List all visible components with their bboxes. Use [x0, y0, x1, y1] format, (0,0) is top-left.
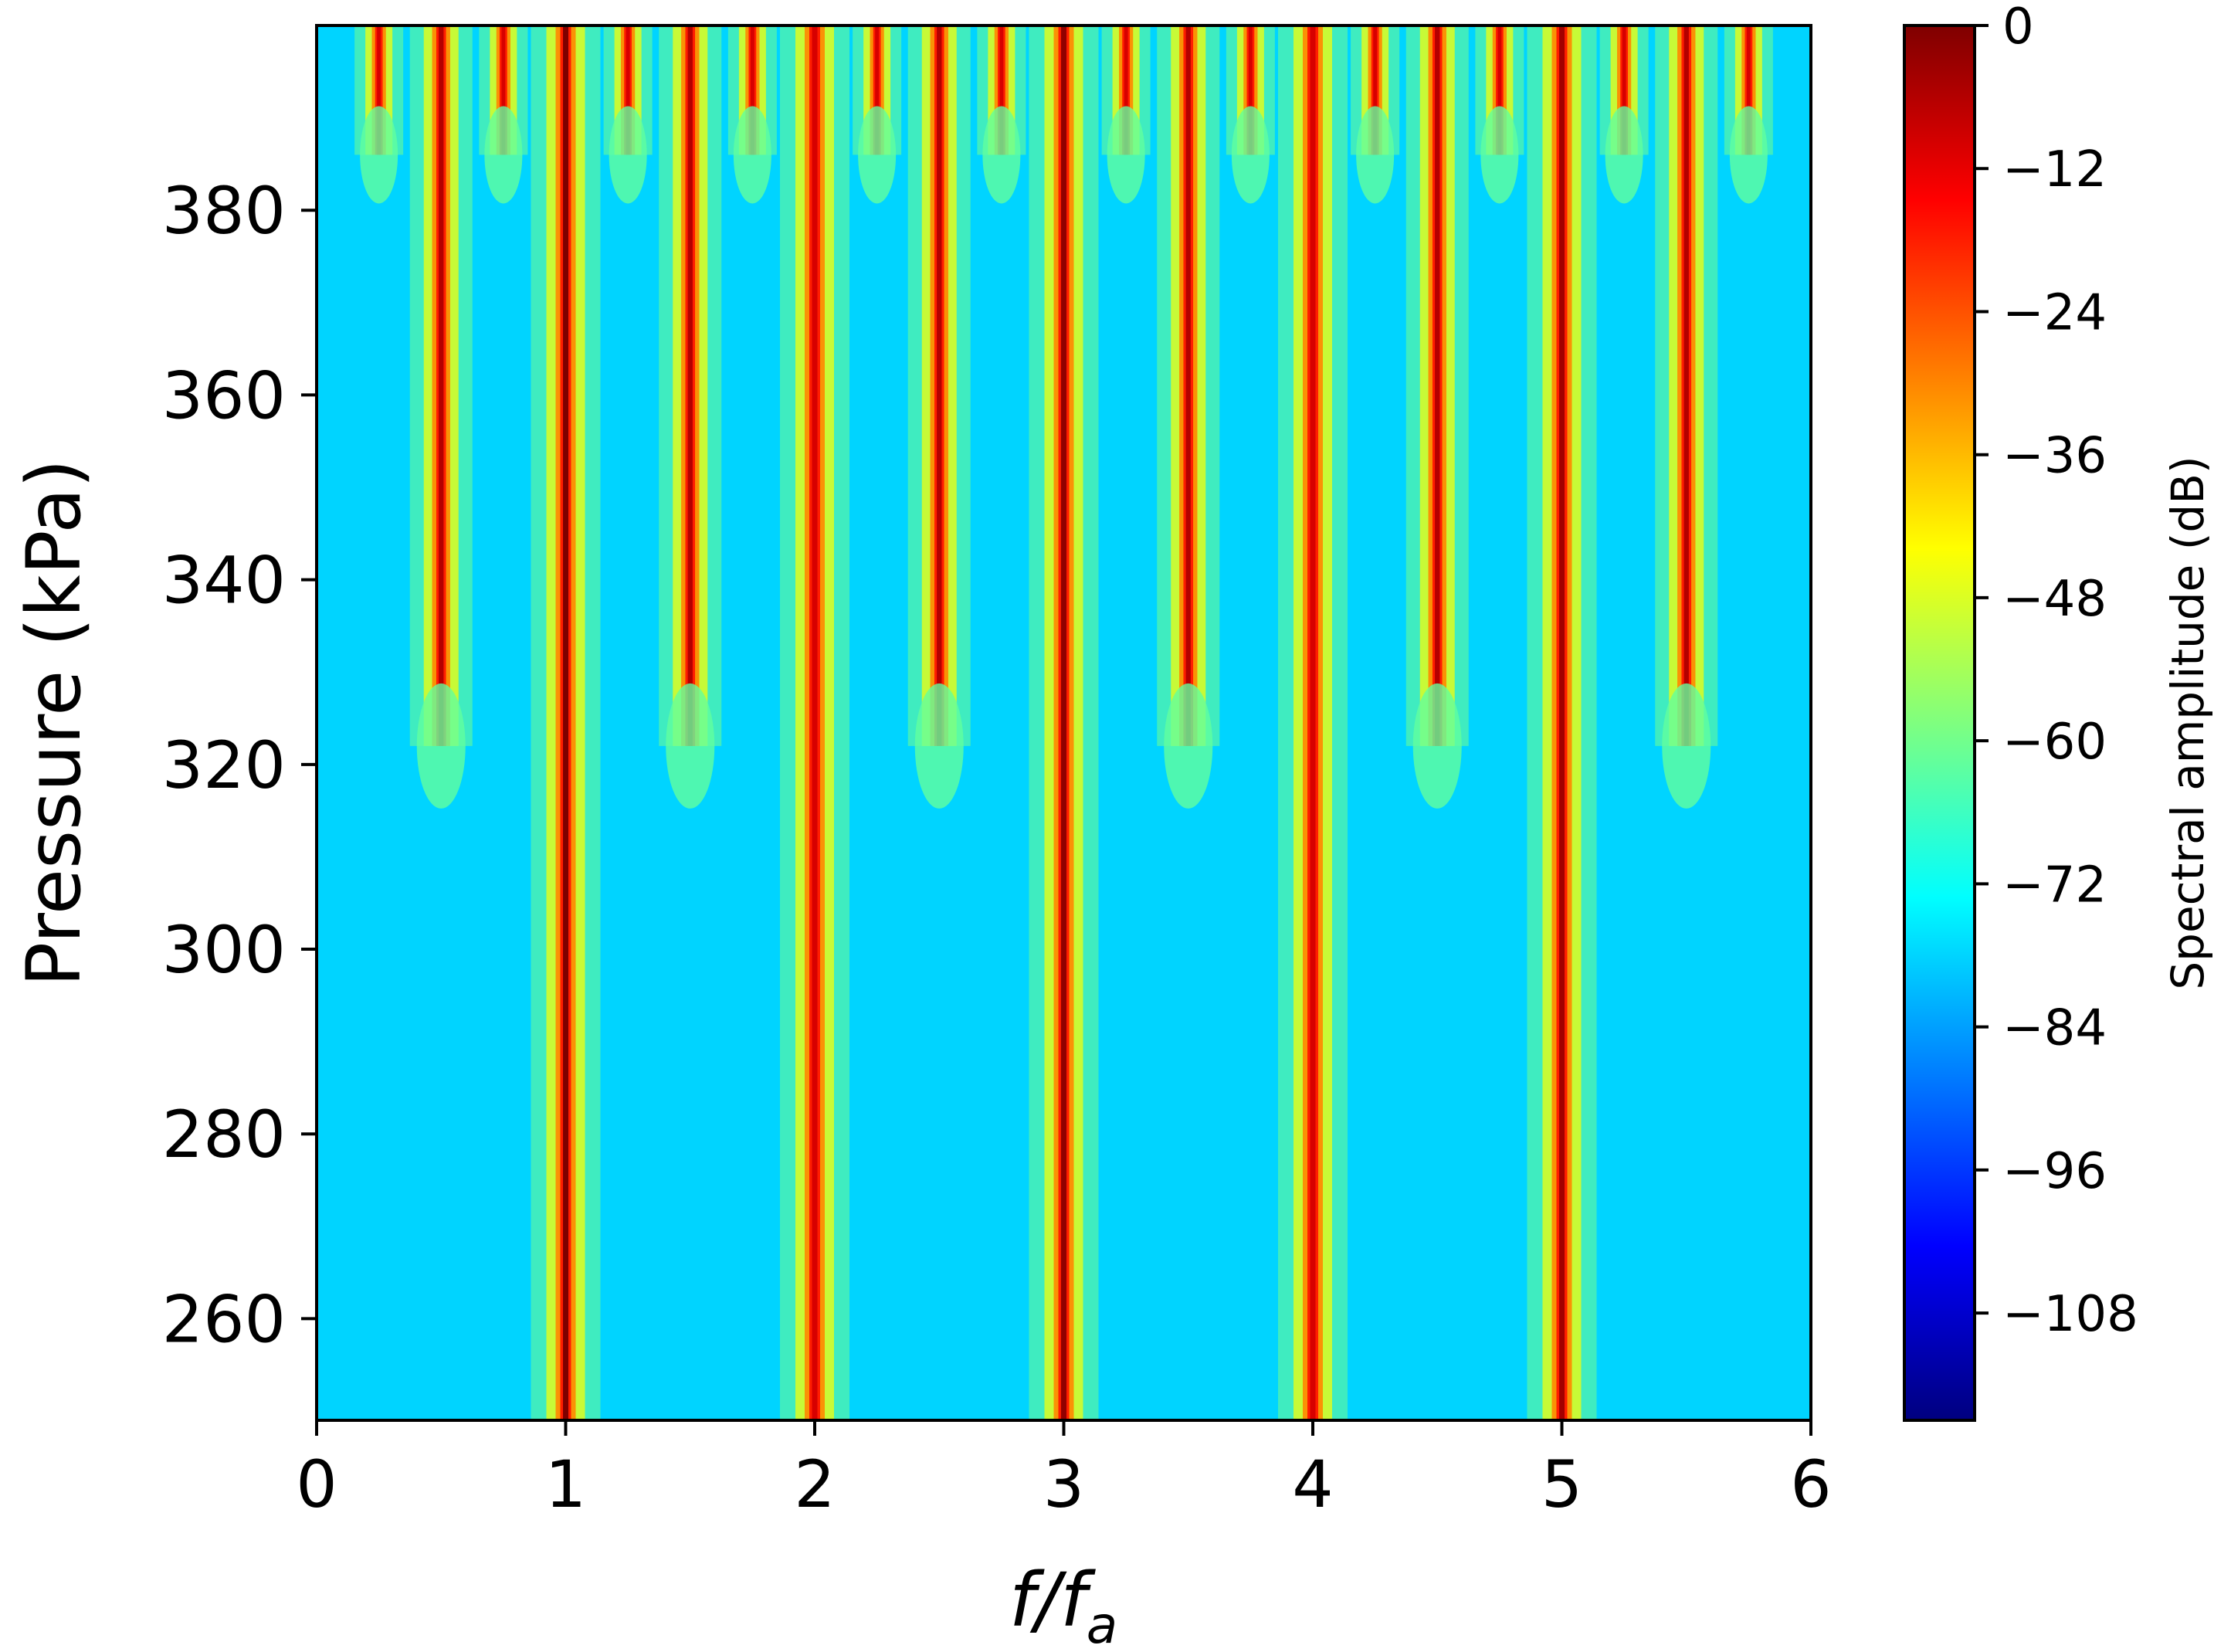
subharmonic-line-f2.5 — [907, 25, 971, 809]
x-tick-label-4: 4 — [1292, 1447, 1333, 1522]
heatmap-area — [317, 25, 1811, 1420]
quarter-line-f4.25 — [1351, 25, 1400, 204]
colorbar-tick-label-7: −84 — [2002, 1000, 2107, 1057]
colorbar-tick-label-4: −48 — [2002, 571, 2107, 628]
harmonic-line-f1 — [531, 25, 601, 1420]
quarter-line-f5.25 — [1599, 25, 1649, 204]
colorbar-tick-label-5: −60 — [2002, 714, 2107, 771]
y-tick-label-280: 280 — [162, 1097, 286, 1172]
colorbar-tick-label-3: −36 — [2002, 428, 2107, 485]
quarter-line-f0.25 — [354, 25, 404, 204]
quarter-line-f1.25 — [603, 25, 653, 204]
x-axis-title-subscript: a — [1087, 1596, 1117, 1652]
quarter-line-f1.75 — [727, 25, 777, 204]
harmonic-line-f2 — [780, 25, 849, 1420]
y-tick-label-300: 300 — [162, 912, 286, 988]
harmonic-line-f3 — [1029, 25, 1099, 1420]
colorbar-tick-label-0: 0 — [2002, 0, 2034, 56]
x-tick-label-0: 0 — [296, 1447, 337, 1522]
subharmonic-line-f5.5 — [1655, 25, 1718, 809]
y-tick-label-260: 260 — [162, 1281, 286, 1357]
subharmonic-line-f4.5 — [1405, 25, 1469, 809]
subharmonic-line-f3.5 — [1157, 25, 1220, 809]
subharmonic-line-f1.5 — [659, 25, 722, 809]
quarter-line-f3.75 — [1226, 25, 1275, 204]
y-axis-title: Pressure (kPa) — [11, 459, 97, 986]
colorbar-tick-label-8: −96 — [2002, 1143, 2107, 1200]
x-axis: 0 1 2 3 4 5 6 — [296, 1420, 1832, 1522]
quarter-line-f0.75 — [479, 25, 528, 204]
quarter-line-f3.25 — [1101, 25, 1151, 204]
colorbar — [1903, 24, 1976, 1422]
y-axis: 260 280 300 320 340 360 380 — [162, 173, 317, 1357]
x-axis-title: f/fa — [1009, 1557, 1117, 1652]
x-tick-label-3: 3 — [1043, 1447, 1084, 1522]
colorbar-tick-label-6: −72 — [2002, 857, 2107, 914]
y-tick-label-320: 320 — [162, 728, 286, 803]
quarter-line-f2.25 — [853, 25, 902, 204]
quarter-line-f2.75 — [977, 25, 1026, 204]
x-tick-label-1: 1 — [545, 1447, 586, 1522]
x-tick-label-5: 5 — [1541, 1447, 1582, 1522]
colorbar-title: Spectral amplitude (dB) — [2161, 456, 2214, 989]
colorbar-tick-label-9: −108 — [2002, 1286, 2138, 1343]
y-tick-label-340: 340 — [162, 543, 286, 619]
y-tick-label-380: 380 — [162, 173, 286, 249]
x-tick-label-6: 6 — [1790, 1447, 1831, 1522]
x-tick-label-2: 2 — [794, 1447, 835, 1522]
colorbar-tick-label-2: −24 — [2002, 284, 2107, 341]
colorbar-ticks: 0 −12 −24 −36 −48 −60 −72 −84 −96 −108 — [1975, 0, 2138, 1343]
subharmonic-line-f0.5 — [409, 25, 473, 809]
quarter-line-f5.75 — [1724, 25, 1773, 204]
harmonic-line-f5 — [1527, 25, 1597, 1420]
harmonic-line-f4 — [1278, 25, 1348, 1420]
y-tick-label-360: 360 — [162, 358, 286, 433]
quarter-line-f4.75 — [1475, 25, 1524, 204]
colorbar-tick-label-1: −12 — [2002, 141, 2107, 198]
